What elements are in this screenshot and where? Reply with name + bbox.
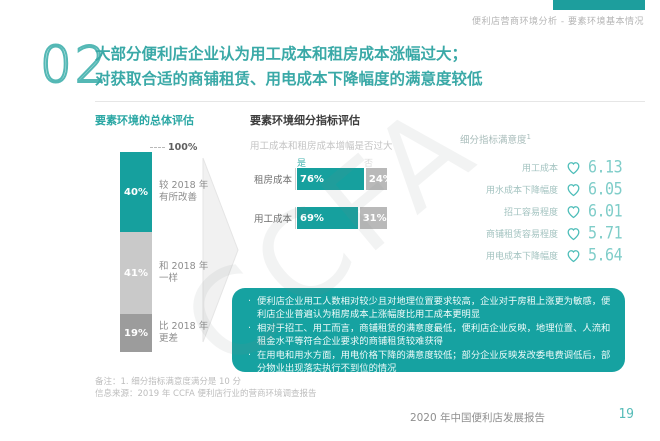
segment-same-label: 和 2018 年 一样: [159, 261, 209, 284]
overall-evaluation-heading: 要素环境的总体评估: [95, 114, 194, 127]
footnote-1: 备注：1. 细分指标满意度满分是 10 分: [95, 377, 242, 387]
insight-bullet: 便利店企业用工人数相对较少且对地理位置要求较高，企业对于房租上涨更为敏感，便利店…: [246, 295, 611, 322]
insight-bullet: 在用电和用水方面，用电价格下降的满意度较低；部分企业反映发改委电费调低后，部分物…: [246, 349, 611, 376]
satisfaction-panel: 细分指标满意度1 用工成本 6.13 用水成本下降幅度 6.05 招工容易程度 …: [450, 132, 650, 266]
section-number: 02: [39, 35, 110, 95]
stacked-bar-chart: 40% 41% 19% 较 2018 年 有所改善 和 2018 年 一样: [120, 152, 208, 352]
footer-report-title: 2020 年中国便利店发展报告: [409, 412, 545, 424]
segment-improved-label: 较 2018 年 有所改善: [159, 180, 209, 203]
bar-row-labor-cost: 用工成本 69% 31%: [250, 207, 387, 229]
overall-evaluation-panel: 要素环境的总体评估 100% 40% 41% 19% 较 2018 年: [95, 112, 317, 399]
rent-no-bar: 24%: [365, 168, 393, 190]
page-title-line1: 大部分便利店企业认为用工成本和租房成本涨幅过大；: [95, 45, 468, 63]
page-title-line2: 对获取合适的商铺租赁、用电成本下降幅度的满意度较低: [95, 70, 483, 88]
axis-100-label: 100%: [150, 142, 197, 153]
score-value: 6.13: [588, 156, 623, 178]
top-accent-bar: [553, 0, 645, 10]
segment-improved: 40%: [120, 152, 152, 232]
stacked-bar: 40% 41% 19%: [120, 152, 152, 352]
score-value: 5.64: [588, 244, 623, 266]
insight-bullet: 相对于招工、用工而言，商铺租赁的满意度最低，便利店企业反映，地理位置、人流和租金…: [246, 322, 611, 349]
detail-indicator-subtitle: 用工成本和租房成本增幅是否过大: [250, 141, 393, 152]
segment-worse: 19%: [120, 314, 152, 352]
segment-worse-label: 比 2018 年 更差: [159, 321, 209, 344]
satisfaction-row-electricity: 用电成本下降幅度 5.64: [485, 244, 623, 266]
heart-icon: [567, 249, 580, 262]
satisfaction-heading: 细分指标满意度1: [460, 132, 531, 146]
rent-yes-bar: 76%: [297, 168, 364, 190]
score-value: 6.01: [588, 200, 623, 222]
segment-same: 41%: [120, 232, 152, 314]
legend-no: 否: [364, 159, 374, 169]
satisfaction-row-water: 用水成本下降幅度 6.05: [485, 178, 623, 200]
heart-icon: [567, 205, 580, 218]
axis-dash: [150, 147, 165, 148]
footer-page-number: 19: [618, 407, 634, 422]
heart-icon: [567, 161, 580, 174]
heart-icon: [567, 183, 580, 196]
detail-indicator-heading: 要素环境细分指标评估: [250, 114, 360, 127]
score-value: 5.71: [588, 222, 623, 244]
insight-bullet-list: 便利店企业用工人数相对较少且对地理位置要求较高，企业对于房租上涨更为敏感，便利店…: [246, 295, 611, 375]
page-title: 大部分便利店企业认为用工成本和租房成本涨幅过大； 对获取合适的商铺租赁、用电成本…: [95, 42, 483, 92]
insight-callout-box: 便利店企业用工人数相对较少且对地理位置要求较高，企业对于房租上涨更为敏感，便利店…: [232, 288, 625, 375]
satisfaction-row-recruiting: 招工容易程度 6.01: [503, 200, 623, 222]
footnote-2: 信息来源：2019 年 CCFA 便利店行业的营商环境调查报告: [95, 389, 317, 399]
labor-no-bar: 31%: [359, 207, 387, 229]
bar-row-rent-cost: 租房成本 76% 24%: [250, 168, 393, 190]
header-divider: [95, 101, 645, 102]
satisfaction-row-labor: 用工成本 6.13: [521, 156, 623, 178]
footnotes: 备注：1. 细分指标满意度满分是 10 分 信息来源：2019 年 CCFA 便…: [95, 376, 317, 400]
labor-yes-bar: 69%: [297, 207, 358, 229]
heart-icon: [567, 227, 580, 240]
stacked-bar-labels: 较 2018 年 有所改善 和 2018 年 一样 比 2018 年 更差: [159, 152, 208, 352]
horizontal-bar-chart: 租房成本 76% 24% 用工成本 69% 31%: [250, 168, 393, 246]
detail-indicator-panel: 要素环境细分指标评估 用工成本和租房成本增幅是否过大 是 否 租房成本 76% …: [250, 112, 420, 229]
legend-yes: 是: [297, 159, 307, 169]
satisfaction-row-shop-lease: 商铺租赁容易程度 5.71: [485, 222, 623, 244]
score-value: 6.05: [588, 178, 623, 200]
breadcrumb: 便利店营商环境分析 - 要素环境基本情况: [472, 17, 644, 27]
